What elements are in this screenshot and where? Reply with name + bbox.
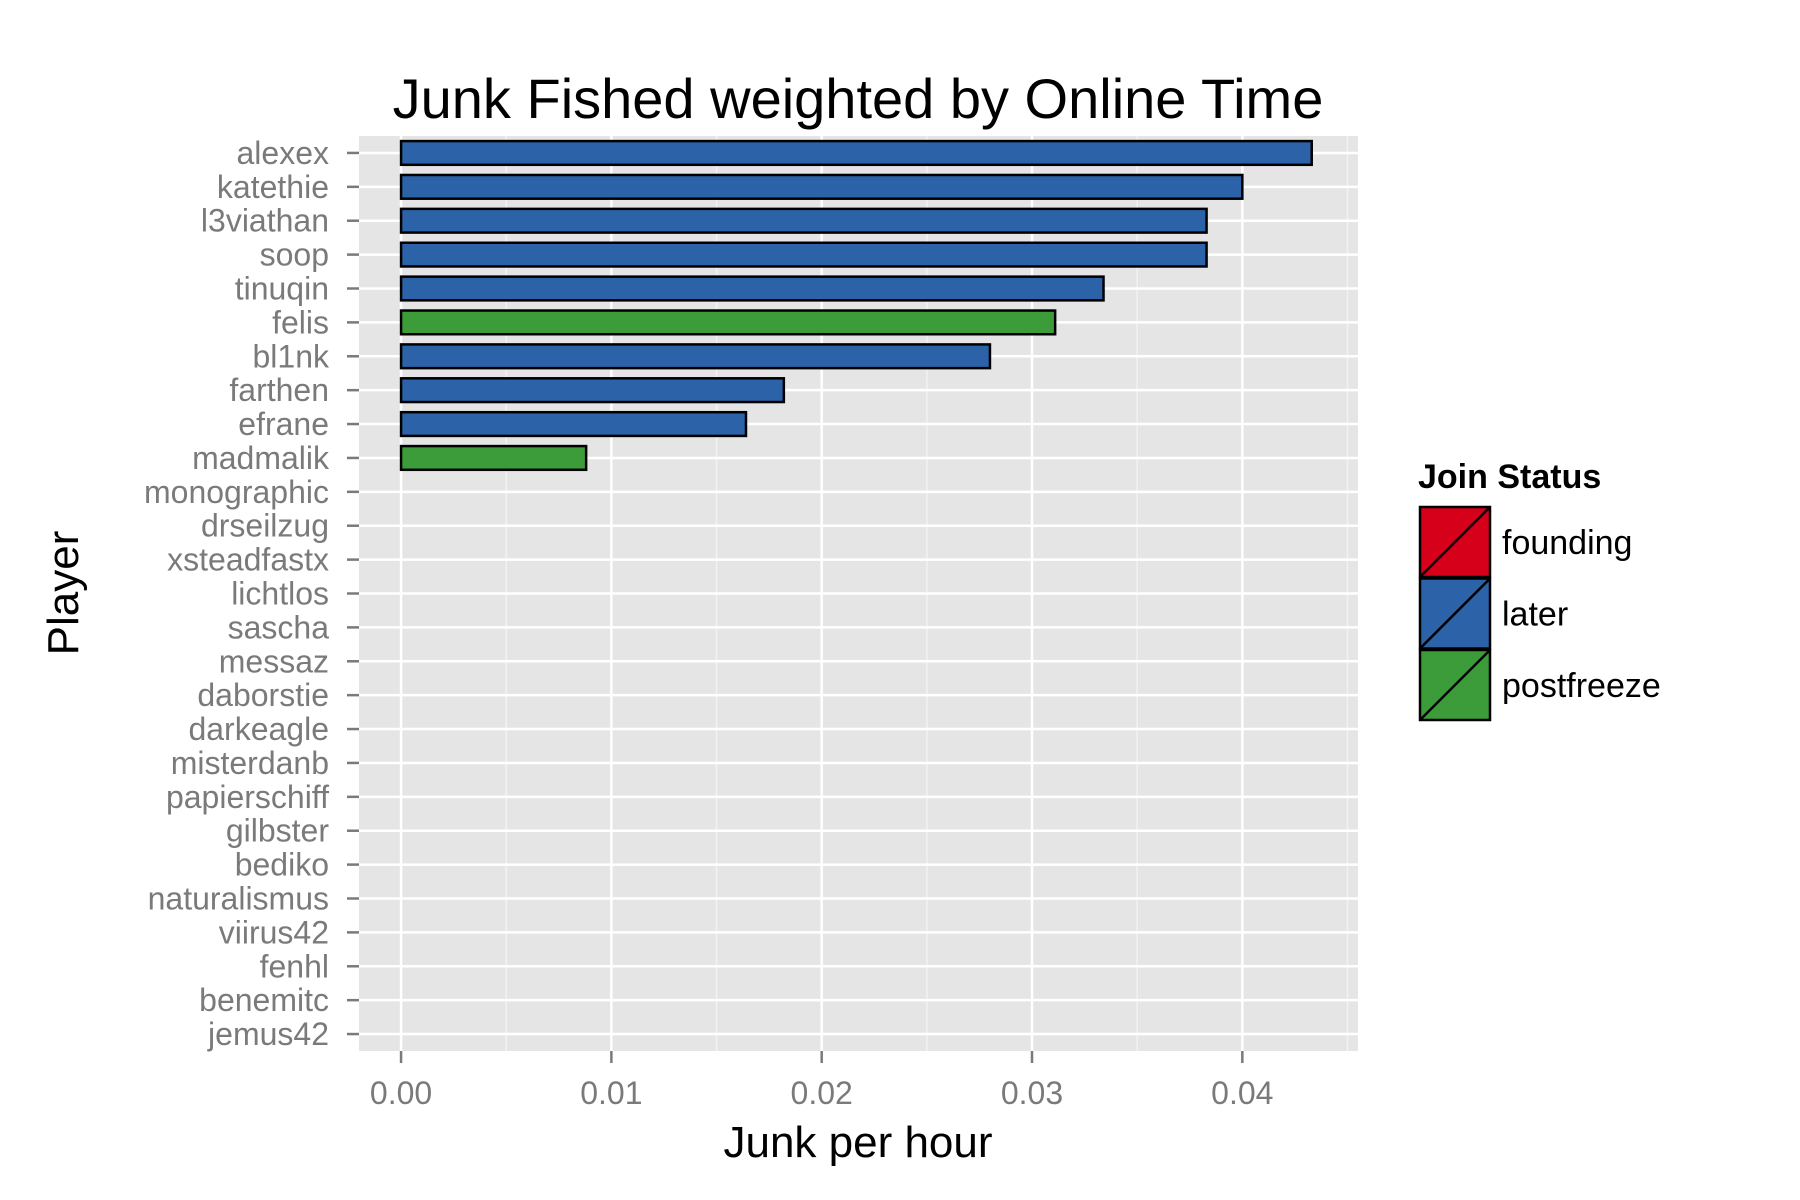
legend-key-slash <box>1419 649 1491 721</box>
y-tick-label: viirus42 <box>219 914 329 950</box>
y-tick-label: monographic <box>144 474 329 510</box>
y-axis: alexexkatethiel3viathansooptinuqinfelisb… <box>144 135 359 1052</box>
y-tick-label: jemus42 <box>207 1016 329 1052</box>
y-tick-label: madmalik <box>192 440 330 476</box>
bar-farthen <box>399 377 786 404</box>
bar-l3viathan <box>399 207 1208 234</box>
bar-katethie <box>399 173 1244 200</box>
bar-efrane <box>399 410 748 438</box>
y-tick-label: l3viathan <box>201 203 329 239</box>
legend-label-postfreeze: postfreeze <box>1502 667 1661 705</box>
x-tick-label: 0.00 <box>370 1075 432 1111</box>
legend-key-slash <box>1419 577 1491 650</box>
bar-tinuqin <box>399 275 1105 302</box>
y-tick-label: xsteadfastx <box>167 542 329 578</box>
bar-bl1nk <box>399 343 992 370</box>
legend-title: Join Status <box>1418 458 1601 496</box>
legend-entries: founding later postfreeze <box>1418 505 1661 722</box>
x-tick-label: 0.01 <box>580 1075 642 1111</box>
bar-felis <box>399 309 1057 336</box>
bar-madmalik <box>399 444 588 472</box>
y-tick-label: benemitc <box>199 982 329 1018</box>
x-axis: 0.00 0.01 0.02 0.03 0.04 <box>370 1051 1273 1111</box>
y-tick-label: farthen <box>229 372 329 408</box>
y-tick-label: felis <box>272 304 329 340</box>
y-tick-label: sascha <box>228 609 330 645</box>
y-tick-label: daborstie <box>197 677 329 713</box>
y-tick-label: efrane <box>238 406 329 442</box>
x-tick-label: 0.04 <box>1211 1075 1273 1111</box>
legend-label-founding: founding <box>1502 524 1632 562</box>
bars <box>399 139 1313 472</box>
y-tick-label: misterdanb <box>171 745 329 781</box>
y-tick-label: bl1nk <box>253 338 331 374</box>
x-axis-title: Junk per hour <box>723 1118 992 1167</box>
legend-label-later: later <box>1502 596 1568 634</box>
legend: Join Status founding later postfreeze <box>1418 458 1661 722</box>
y-tick-label: naturalismus <box>148 881 329 917</box>
y-tick-label: bediko <box>235 847 329 883</box>
y-tick-label: fenhl <box>260 948 329 984</box>
chart-title: Junk Fished weighted by Online Time <box>393 67 1324 130</box>
y-tick-label: tinuqin <box>235 271 329 307</box>
y-tick-label: papierschiff <box>166 779 329 815</box>
y-tick-label: soop <box>260 237 329 273</box>
x-tick-label: 0.02 <box>791 1075 853 1111</box>
x-tick-label: 0.03 <box>1001 1075 1063 1111</box>
y-tick-label: drseilzug <box>201 508 329 544</box>
y-tick-label: messaz <box>219 643 329 679</box>
bar-alexex <box>399 139 1313 167</box>
y-tick-label: gilbster <box>226 813 330 849</box>
legend-key-slash <box>1419 506 1491 578</box>
y-tick-label: katethie <box>217 169 329 205</box>
y-axis-title: Player <box>39 531 88 656</box>
bar-soop <box>399 241 1208 268</box>
y-tick-label: alexex <box>237 135 330 171</box>
y-tick-label: lichtlos <box>231 576 329 612</box>
y-tick-label: darkeagle <box>188 711 329 747</box>
